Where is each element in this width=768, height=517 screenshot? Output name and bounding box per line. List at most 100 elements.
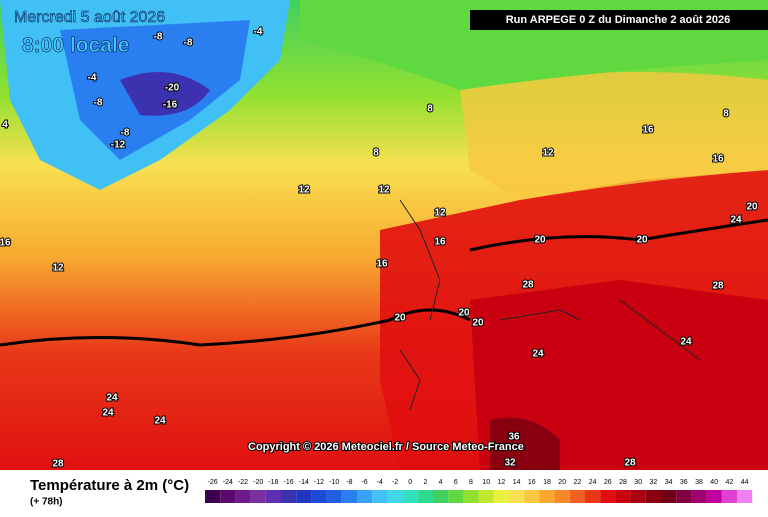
scale-label: 36 (680, 479, 688, 486)
scale-label: 16 (528, 479, 536, 486)
scale-label: 42 (726, 479, 734, 486)
contour-label: 8 (373, 148, 379, 159)
scale-swatch (235, 490, 251, 503)
scale-label: -12 (314, 479, 324, 486)
contour-label: 20 (458, 308, 470, 319)
contour-label: -20 (165, 83, 180, 94)
scale-label: -10 (329, 479, 339, 486)
very-hot-area (490, 417, 560, 470)
scale-label: -8 (346, 479, 352, 486)
scale-label: 44 (741, 479, 749, 486)
scale-label: 4 (439, 479, 443, 486)
isotherm-line (0, 308, 471, 347)
scale-swatch (463, 490, 479, 503)
scale-swatch (554, 490, 570, 503)
contour-label: 16 (376, 259, 388, 270)
scale-swatch (539, 490, 555, 503)
contour-label: 28 (712, 281, 724, 292)
contour-label: 28 (52, 459, 64, 470)
contour-label: 4 (2, 120, 8, 131)
scale-swatch (281, 490, 297, 503)
scale-label: 20 (558, 479, 566, 486)
scale-label: -6 (361, 479, 367, 486)
scale-label: 24 (589, 479, 597, 486)
scale-label: 14 (513, 479, 521, 486)
scale-swatch (417, 490, 433, 503)
scale-label: 40 (710, 479, 718, 486)
scale-swatch (721, 490, 737, 503)
scale-swatch (585, 490, 601, 503)
contour-label: 8 (723, 109, 729, 120)
contour-label: -8 (154, 32, 163, 43)
scale-label: -22 (238, 479, 248, 486)
scale-label: 30 (634, 479, 642, 486)
contour-label: 28 (624, 458, 636, 469)
scale-swatch (615, 490, 631, 503)
scale-swatch (509, 490, 525, 503)
forecast-date: Mercredi 5 août 2026 (14, 9, 165, 26)
contour-label: -8 (184, 38, 193, 49)
contour-label: 24 (730, 215, 742, 226)
contour-label: 24 (532, 349, 544, 360)
contour-label: 28 (522, 280, 534, 291)
contour-label: 20 (636, 235, 648, 246)
scale-swatch (569, 490, 585, 503)
color-scale: -26 -24 -22 -20 -18 -16 -14 -12 -10 -8 -6 -4 -2 0 2 4 6 8… (205, 479, 753, 503)
lead-time: (+ 78h) (30, 497, 63, 508)
contour-label: 12 (542, 148, 554, 159)
scale-swatch (433, 490, 449, 503)
scale-label: -20 (253, 479, 263, 486)
scale-label: 34 (665, 479, 673, 486)
isotherm-line (469, 218, 768, 252)
scale-label: 22 (574, 479, 582, 486)
contour-label: -12 (111, 140, 126, 151)
scale-label: -4 (377, 479, 383, 486)
scale-label: -2 (392, 479, 398, 486)
coastline (399, 199, 701, 411)
scale-swatch (311, 490, 327, 503)
contour-label: 24 (102, 408, 114, 419)
scale-swatch (600, 490, 616, 503)
scale-swatch (524, 490, 540, 503)
scale-label: 0 (408, 479, 412, 486)
scale-label: -14 (299, 479, 309, 486)
contour-label: -8 (121, 128, 130, 139)
europe-north (460, 72, 768, 200)
scale-swatch (493, 490, 509, 503)
scale-label: 6 (454, 479, 458, 486)
scale-label: 2 (423, 479, 427, 486)
scale-label: -18 (268, 479, 278, 486)
contour-label: 24 (680, 337, 692, 348)
scale-label: 38 (695, 479, 703, 486)
scale-swatch (326, 490, 342, 503)
scale-swatch (661, 490, 677, 503)
scale-label: -24 (223, 479, 233, 486)
scale-swatch (691, 490, 707, 503)
contour-label: -8 (94, 98, 103, 109)
contour-label: -16 (163, 100, 178, 111)
scale-swatch (402, 490, 418, 503)
scale-swatch (341, 490, 357, 503)
contour-label: -4 (254, 27, 263, 38)
greenland-coldest (120, 72, 210, 116)
scale-swatch (372, 490, 388, 503)
scale-swatch (357, 490, 373, 503)
scale-label: -26 (208, 479, 218, 486)
run-info: Run ARPEGE 0 Z du Dimanche 2 août 2026 (506, 14, 731, 26)
contour-label: 16 (712, 154, 724, 165)
scale-label: 26 (604, 479, 612, 486)
contour-label: 20 (746, 202, 758, 213)
scale-swatch (676, 490, 692, 503)
scale-swatch (296, 490, 312, 503)
contour-label: 20 (472, 318, 484, 329)
hot-area (470, 280, 768, 470)
scale-swatch (250, 490, 266, 503)
scale-swatch (265, 490, 281, 503)
run-box (470, 10, 768, 30)
scale-swatch (737, 490, 753, 503)
scale-swatch (387, 490, 403, 503)
scale-swatch (478, 490, 494, 503)
contour-label: 24 (106, 393, 118, 404)
scale-label: 8 (469, 479, 473, 486)
